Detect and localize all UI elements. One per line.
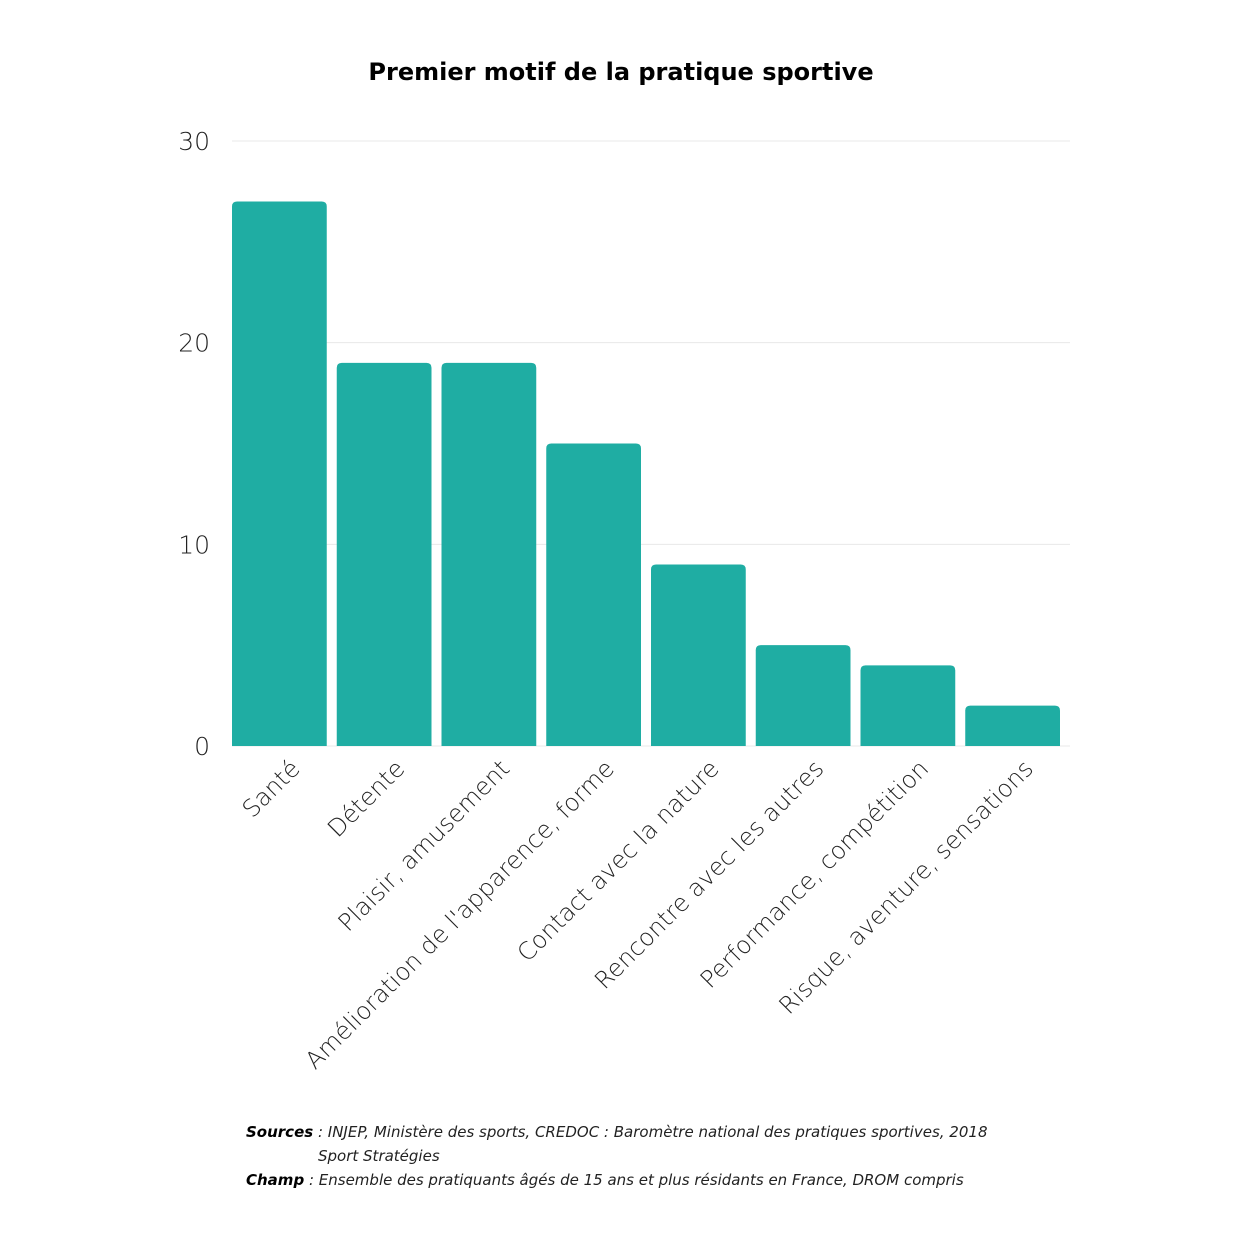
x-tick-label: Plaisir, amusement [333, 754, 516, 937]
bar [965, 705, 1060, 746]
sources-line: Sources : INJEP, Ministère des sports, C… [246, 1120, 987, 1144]
y-tick-label: 0 [194, 732, 210, 761]
x-tick-label: Santé [237, 754, 306, 823]
bar [860, 665, 956, 746]
x-tick-label: Contact avec la nature [512, 754, 725, 967]
y-axis-ticks: 0 10 20 30 [178, 127, 210, 761]
y-tick-label: 20 [178, 329, 210, 358]
bar [651, 564, 746, 746]
y-tick-label: 30 [178, 127, 210, 156]
sources-label: Sources [246, 1123, 314, 1141]
bar [755, 645, 851, 746]
x-tick-label: Détente [322, 754, 410, 842]
bars [232, 201, 1060, 746]
sources-line-2: Sport Stratégies [318, 1147, 440, 1165]
champ-label: Champ [246, 1171, 305, 1189]
bar [232, 201, 327, 746]
bar [336, 362, 432, 746]
champ-line: Champ : Ensemble des pratiquants âgés de… [246, 1168, 987, 1192]
sources-text: : INJEP, Ministère des sports, CREDOC : … [313, 1123, 988, 1141]
champ-text: : Ensemble des pratiquants âgés de 15 an… [304, 1171, 964, 1189]
bar [441, 362, 537, 746]
chart-title: Premier motif de la pratique sportive [368, 58, 873, 86]
y-tick-label: 10 [178, 530, 210, 559]
footnotes: Sources : INJEP, Ministère des sports, C… [246, 1120, 987, 1192]
bar [546, 443, 641, 746]
